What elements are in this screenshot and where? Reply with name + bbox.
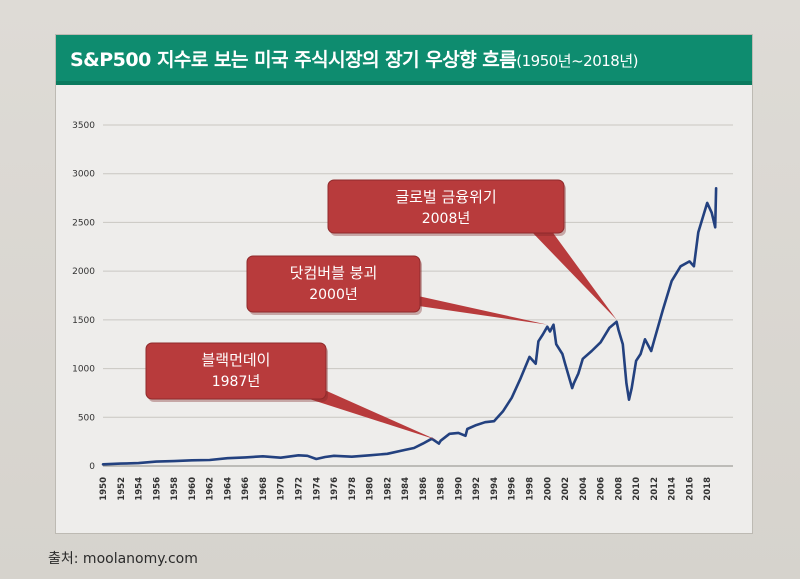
callout-pointer (530, 226, 617, 320)
y-tick-label: 1500 (72, 316, 95, 326)
callout-year: 1987년 (212, 374, 261, 390)
x-tick-label: 1984 (401, 477, 411, 501)
x-tick-label: 1986 (419, 477, 429, 501)
x-tick-label: 2012 (650, 477, 660, 501)
callout-box (246, 255, 421, 313)
y-tick-label: 3000 (72, 170, 95, 180)
x-tick-label: 1988 (437, 477, 447, 501)
y-tick-label: 0 (89, 462, 95, 472)
x-tick-label: 1990 (454, 477, 464, 501)
callout-label: 닷컴버블 붕괴 (290, 264, 378, 282)
sp500-series-line-0 (101, 187, 718, 466)
callout-pointer (405, 296, 548, 325)
x-tick-label: 1972 (294, 477, 304, 501)
x-tick-label: 1950 (99, 477, 109, 501)
title-bar: S&P500 지수로 보는 미국 주식시장의 장기 우상향 흐름(1950년~2… (56, 35, 752, 85)
y-tick-label: 2000 (72, 267, 95, 277)
x-tick-label: 1958 (170, 477, 180, 501)
x-tick-label: 1998 (526, 477, 536, 501)
chart-title: S&P500 지수로 보는 미국 주식시장의 장기 우상향 흐름(1950년~2… (70, 45, 638, 72)
chart-title-main: S&P500 지수로 보는 미국 주식시장의 장기 우상향 흐름 (70, 49, 517, 71)
x-tick-label: 1996 (508, 477, 518, 501)
x-tick-label: 2014 (668, 477, 678, 501)
x-tick-label: 2010 (632, 477, 642, 501)
x-tick-label: 1956 (152, 477, 162, 501)
callout-year: 2008년 (422, 211, 471, 227)
x-tick-label: 2002 (561, 477, 571, 501)
x-tick-label: 1970 (277, 477, 287, 501)
x-tick-label: 1952 (117, 477, 127, 501)
y-tick-label: 2500 (72, 218, 95, 228)
callout-pointer (300, 388, 437, 440)
x-tick-label: 1960 (188, 477, 198, 501)
x-tick-label: 1954 (135, 477, 145, 501)
x-tick-label: 2004 (579, 477, 589, 501)
x-tick-label: 1966 (241, 477, 251, 501)
x-tick-label: 1994 (490, 477, 500, 501)
x-tick-label: 2008 (614, 477, 624, 501)
x-tick-label: 1980 (366, 477, 376, 501)
y-tick-label: 500 (78, 413, 95, 423)
x-tick-label: 1992 (472, 477, 482, 501)
chart-subtitle: (1950년~2018년) (516, 52, 638, 70)
x-tick-label: 2000 (543, 477, 553, 501)
y-tick-label: 1000 (72, 365, 95, 375)
source-credit: 출처: moolanomy.com (48, 551, 198, 567)
x-tick-label: 2016 (685, 477, 695, 501)
callout-year: 2000년 (309, 287, 358, 303)
x-tick-label: 2006 (597, 477, 607, 501)
callout-box (145, 342, 327, 400)
y-tick-label: 3500 (72, 121, 95, 131)
callout-box (327, 179, 565, 234)
x-tick-label: 2018 (703, 477, 713, 501)
x-tick-label: 1962 (206, 477, 216, 501)
x-tick-label: 1964 (223, 477, 233, 501)
x-tick-label: 1976 (330, 477, 340, 501)
x-tick-label: 1974 (312, 477, 322, 501)
x-tick-label: 1978 (348, 477, 358, 501)
callout-label: 블랙먼데이 (201, 351, 270, 369)
x-tick-label: 1968 (259, 477, 269, 501)
callout-label: 글로벌 금융위기 (395, 188, 496, 206)
x-tick-label: 1982 (383, 477, 393, 501)
